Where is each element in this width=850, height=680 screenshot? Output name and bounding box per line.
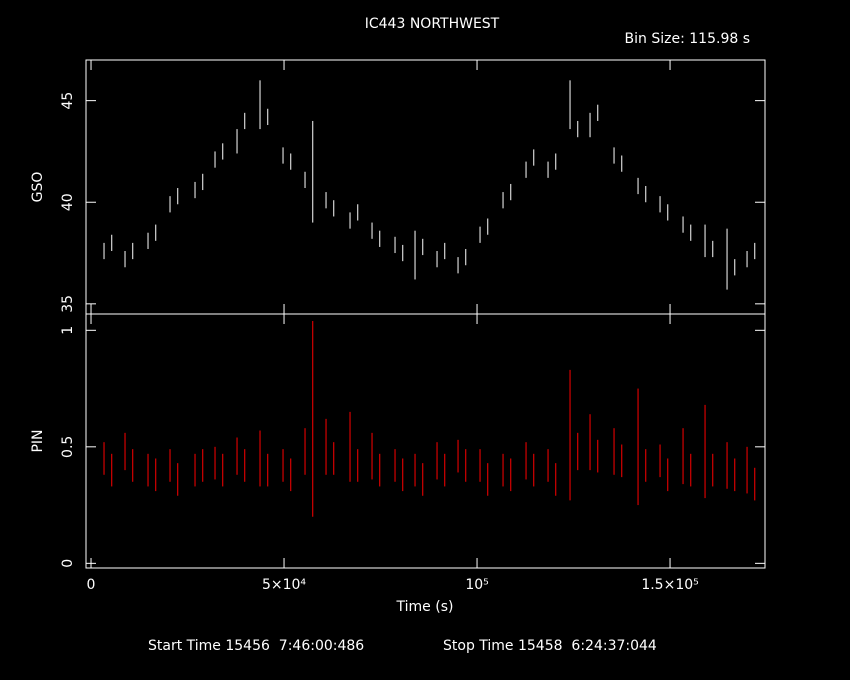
y-tick-label: 40 xyxy=(60,193,76,211)
y-tick-label: 35 xyxy=(60,295,76,313)
x-tick-label: 0 xyxy=(87,577,96,593)
x-axis-label: Time (s) xyxy=(396,599,454,615)
y-tick-label: 45 xyxy=(60,92,76,110)
y-axis-label: PIN xyxy=(30,429,46,452)
y-tick-label: 1 xyxy=(60,326,76,335)
chart-title: IC443 NORTHWEST xyxy=(365,16,500,32)
bin-size: Bin Size: 115.98 s xyxy=(625,31,750,47)
start-time: Start Time 15456 7:46:00:486 xyxy=(148,638,364,654)
y-tick-label: 0.5 xyxy=(60,436,76,458)
stop-time: Stop Time 15458 6:24:37:044 xyxy=(443,638,657,654)
plot-frame xyxy=(85,313,766,569)
y-tick-label: 0 xyxy=(60,559,76,568)
x-tick-label: 5×10⁴ xyxy=(262,577,306,593)
plot-frame xyxy=(85,59,766,315)
y-axis-label: GSO xyxy=(30,172,46,203)
x-tick-label: 1.5×10⁵ xyxy=(641,577,698,593)
x-tick-label: 10⁵ xyxy=(465,577,488,593)
